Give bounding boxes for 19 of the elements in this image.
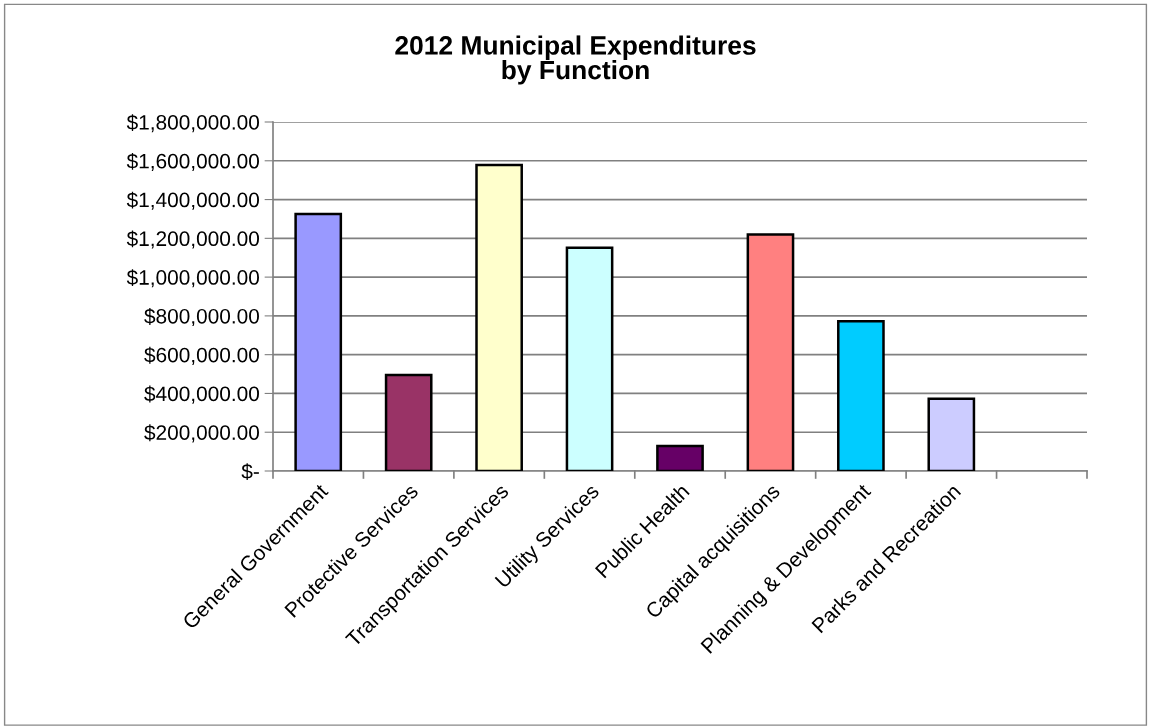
- y-tick-label: $1,600,000.00: [126, 152, 259, 171]
- bar: [294, 212, 343, 471]
- chart-title: 2012 Municipal Expenditures by Function: [395, 35, 756, 85]
- y-tick-label: $1,800,000.00: [126, 114, 259, 133]
- y-tick-label: $1,000,000.00: [126, 269, 259, 288]
- y-tick-label: $-: [241, 463, 259, 480]
- y-tick-label: $400,000.00: [144, 385, 259, 404]
- bar: [656, 444, 704, 471]
- y-tick-label: $1,200,000.00: [126, 230, 259, 249]
- bar: [927, 397, 976, 471]
- bar: [746, 233, 795, 471]
- bar: [837, 320, 885, 471]
- y-tick-label: $200,000.00: [144, 424, 259, 443]
- y-tick-label: $1,400,000.00: [126, 191, 259, 210]
- bar: [565, 246, 614, 471]
- bar: [384, 373, 433, 471]
- bar: [475, 163, 523, 471]
- y-tick-label: $800,000.00: [144, 308, 259, 327]
- y-tick-label: $600,000.00: [144, 346, 259, 365]
